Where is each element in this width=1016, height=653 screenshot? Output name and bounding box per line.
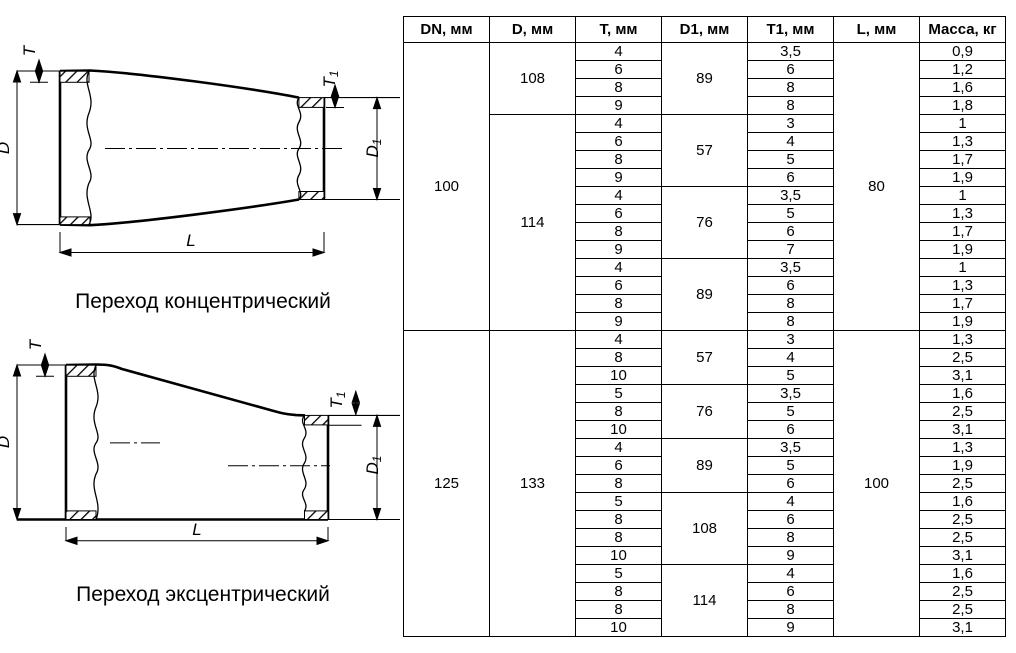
svg-text:T: T [26, 338, 45, 350]
svg-text:L: L [186, 231, 195, 250]
svg-text:T1: T1 [320, 70, 341, 87]
svg-text:Переход эксцентрический: Переход эксцентрический [76, 583, 330, 606]
svg-text:T1: T1 [327, 391, 348, 408]
svg-text:D: D [0, 436, 13, 448]
svg-text:D1: D1 [363, 456, 384, 475]
svg-text:D1: D1 [363, 139, 384, 158]
svg-text:Переход концентрический: Переход концентрический [75, 290, 331, 313]
svg-text:D: D [0, 142, 13, 154]
svg-text:L: L [192, 520, 201, 539]
svg-text:T: T [20, 44, 39, 56]
